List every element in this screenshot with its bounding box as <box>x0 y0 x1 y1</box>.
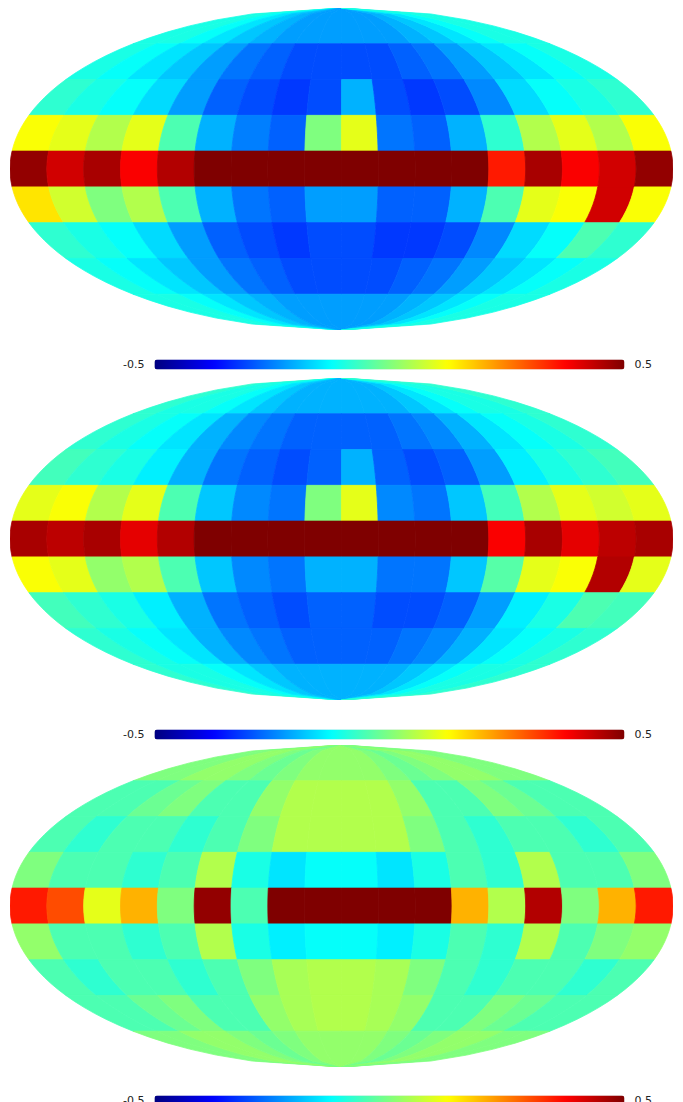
svg-text:-0.5: -0.5 <box>123 358 144 371</box>
svg-text:0.5: 0.5 <box>634 728 652 741</box>
svg-text:-0.5: -0.5 <box>123 1094 144 1102</box>
svg-text:-0.5: -0.5 <box>123 728 144 741</box>
svg-text:0.5: 0.5 <box>634 1094 652 1102</box>
svg-text:0.5: 0.5 <box>634 358 652 371</box>
